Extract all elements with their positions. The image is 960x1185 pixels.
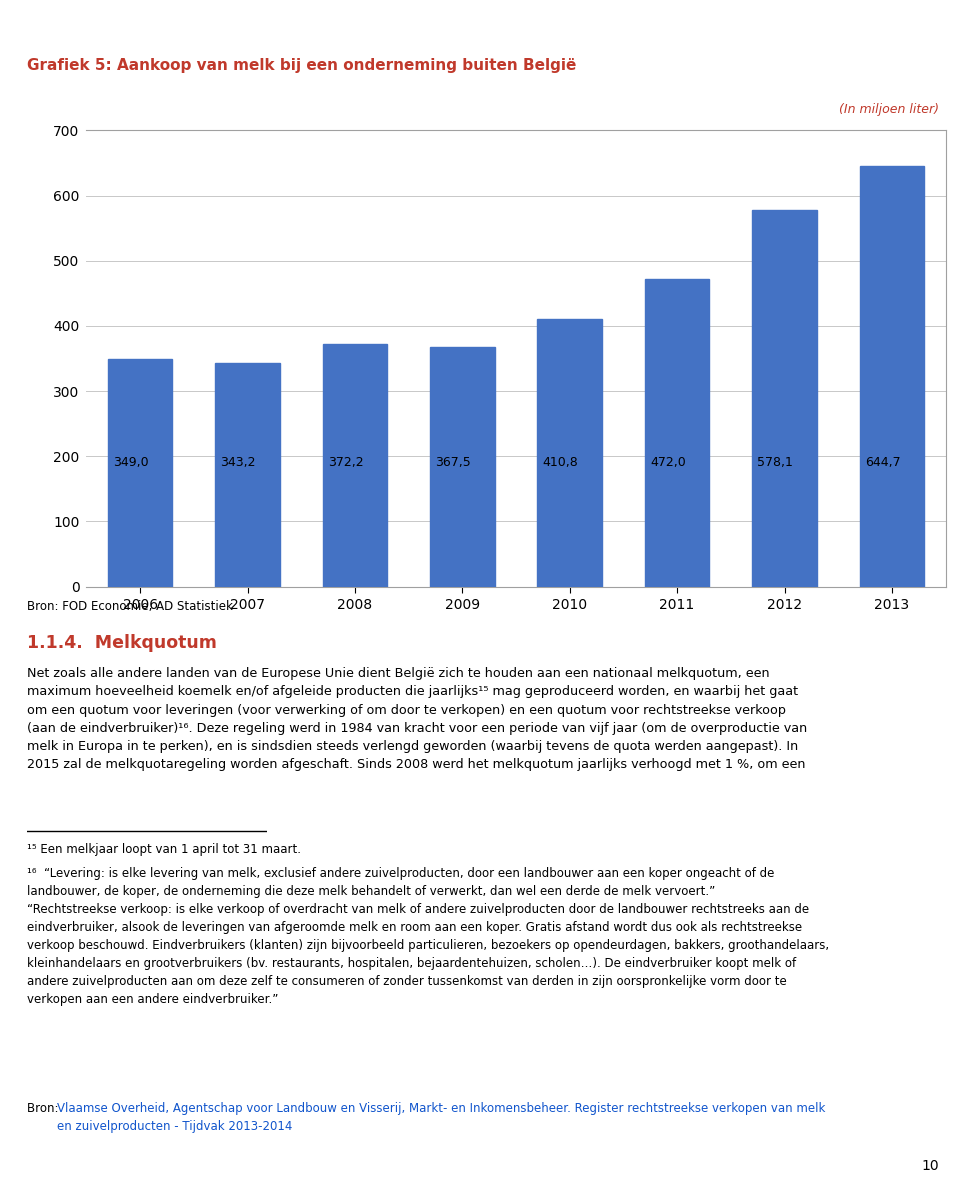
Bar [108, 359, 173, 587]
Text: 578,1: 578,1 [757, 456, 793, 469]
Text: Bron:: Bron: [27, 1102, 62, 1115]
Text: Vlaamse Overheid, Agentschap voor Landbouw en Visserij, Markt- en Inkomensbeheer: Vlaamse Overheid, Agentschap voor Landbo… [57, 1102, 826, 1133]
Bar [215, 363, 279, 587]
Text: 472,0: 472,0 [650, 456, 685, 469]
Bar [323, 344, 387, 587]
Text: 343,2: 343,2 [221, 456, 256, 469]
Text: 367,5: 367,5 [435, 456, 471, 469]
Text: 349,0: 349,0 [113, 456, 149, 469]
Text: 10: 10 [922, 1159, 939, 1173]
Bar [430, 347, 494, 587]
Bar [753, 210, 817, 587]
Bar [538, 319, 602, 587]
Text: ¹⁶  “Levering: is elke levering van melk, exclusief andere zuivelproducten, door: ¹⁶ “Levering: is elke levering van melk,… [27, 867, 829, 1006]
Text: 372,2: 372,2 [327, 456, 364, 469]
Text: ¹⁵ Een melkjaar loopt van 1 april tot 31 maart.: ¹⁵ Een melkjaar loopt van 1 april tot 31… [27, 844, 300, 856]
Bar [645, 278, 709, 587]
Bar [860, 166, 924, 587]
Text: Bron: FOD Economie, AD Statistiek: Bron: FOD Economie, AD Statistiek [27, 600, 232, 613]
Text: (In miljoen liter): (In miljoen liter) [839, 103, 939, 115]
Text: Net zoals alle andere landen van de Europese Unie dient België zich te houden aa: Net zoals alle andere landen van de Euro… [27, 667, 807, 771]
Text: 410,8: 410,8 [542, 456, 578, 469]
Text: 1.1.4.  Melkquotum: 1.1.4. Melkquotum [27, 634, 217, 653]
Text: 644,7: 644,7 [865, 456, 900, 469]
Text: Grafiek 5: Aankoop van melk bij een onderneming buiten België: Grafiek 5: Aankoop van melk bij een onde… [27, 58, 576, 72]
